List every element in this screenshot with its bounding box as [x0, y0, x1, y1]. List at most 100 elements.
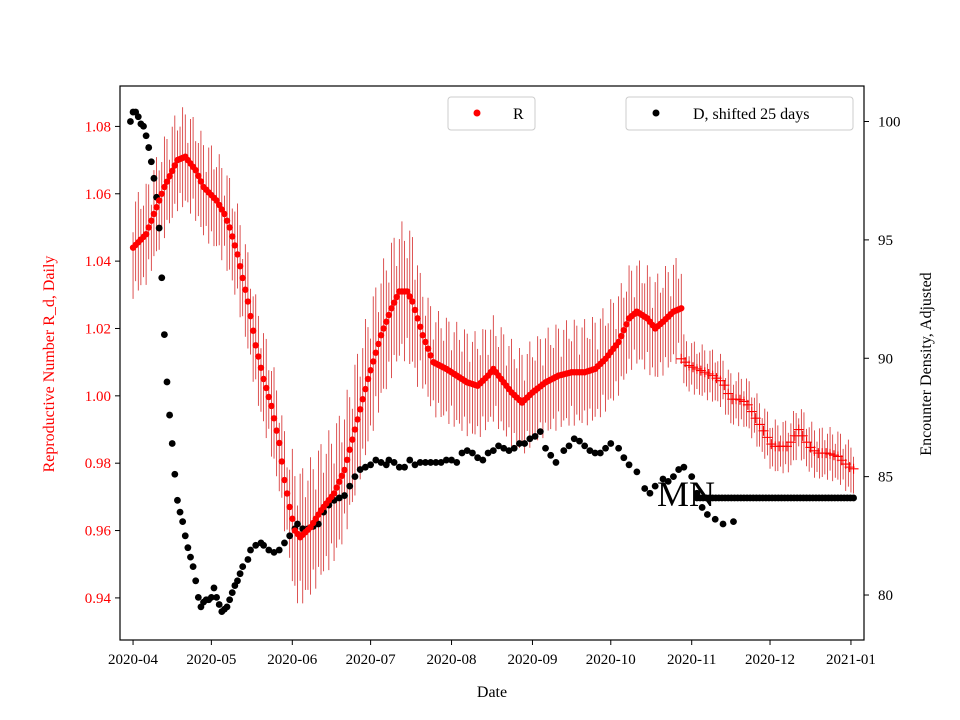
d-point	[294, 520, 301, 528]
d-point	[226, 596, 234, 604]
r-point	[150, 210, 158, 218]
d-point	[163, 378, 171, 386]
r-forecast-point	[797, 430, 808, 441]
r-forecast-point	[699, 367, 710, 378]
legend-d-marker	[652, 109, 660, 117]
d-point	[210, 584, 218, 592]
r-point	[142, 230, 150, 238]
r-point	[422, 338, 429, 346]
d-point	[147, 158, 155, 166]
r-point	[341, 466, 348, 474]
r-forecast-point	[715, 375, 726, 386]
r-point	[351, 426, 359, 433]
d-point	[526, 435, 534, 443]
r-forecast-point	[750, 413, 761, 424]
r-point	[229, 233, 236, 240]
d-point	[432, 459, 440, 466]
d-point	[406, 456, 414, 464]
r-point	[417, 323, 424, 330]
r-point	[265, 393, 272, 401]
d-point	[484, 449, 492, 457]
d-point	[641, 485, 649, 492]
r-point	[163, 178, 171, 185]
d-point	[850, 494, 857, 502]
y-right-axis-label: Encounter Density, Adjusted	[918, 272, 935, 455]
d-point	[416, 459, 424, 466]
d-point	[134, 113, 142, 121]
r-point	[262, 384, 270, 392]
r-point	[370, 358, 377, 365]
legend-r-marker	[473, 109, 481, 117]
d-point	[127, 118, 134, 125]
r-forecast-point	[793, 424, 804, 435]
x-axis-ticks: 2020-04 2020-05 2020-06 2020-07 2020-08 2020-…	[108, 640, 876, 668]
d-point	[372, 456, 380, 464]
r-point	[388, 305, 395, 312]
d-point	[315, 520, 322, 528]
r-point	[385, 311, 393, 319]
r-point	[419, 332, 427, 339]
r-point	[623, 321, 630, 328]
r-point	[390, 299, 398, 306]
d-point	[453, 459, 461, 466]
r-point	[234, 251, 241, 258]
r-point	[375, 340, 382, 348]
y-right-tick-label: 85	[878, 470, 893, 486]
legend-d-box	[625, 96, 854, 131]
r-point	[393, 293, 400, 301]
r-point	[343, 456, 351, 464]
x-tick-label: 2020-12	[745, 652, 795, 668]
d-point	[448, 456, 455, 464]
d-point	[547, 451, 555, 459]
d-point	[361, 463, 369, 471]
d-point	[341, 492, 348, 499]
r-point	[255, 353, 262, 360]
r-point	[223, 217, 231, 224]
r-forecast-point	[754, 419, 765, 430]
r-point	[270, 415, 278, 422]
r-point	[257, 364, 265, 371]
d-point	[510, 444, 518, 452]
r-forecast-point	[735, 394, 745, 405]
r-point	[221, 210, 228, 218]
r-point	[620, 326, 628, 334]
y-left-tick-label: 1.08	[85, 119, 111, 135]
d-point	[346, 482, 354, 490]
d-point	[495, 442, 502, 450]
r-point	[171, 162, 179, 169]
r-point	[427, 352, 434, 359]
d-point	[275, 546, 283, 554]
r-point	[414, 315, 421, 322]
r-forecast-point	[821, 448, 832, 459]
d-point	[187, 553, 194, 561]
d-point	[703, 511, 711, 518]
d-point	[194, 593, 202, 601]
d-point	[531, 432, 539, 440]
d-point	[239, 563, 247, 571]
r-point	[424, 345, 432, 352]
d-point	[615, 444, 623, 452]
r-point	[197, 178, 205, 185]
d-point	[586, 447, 594, 454]
r-point	[252, 342, 259, 349]
r-point	[330, 490, 338, 497]
d-point	[458, 449, 466, 457]
d-point	[184, 544, 192, 552]
x-tick-label: 2020-05	[186, 652, 236, 668]
r-point	[349, 436, 356, 443]
r-forecast-point	[785, 437, 796, 448]
r-point	[161, 183, 168, 191]
d-point	[150, 174, 158, 182]
x-tick-label: 2021-01	[826, 652, 876, 668]
d-point	[670, 473, 677, 481]
d-point	[516, 440, 523, 447]
x-tick-label: 2020-11	[667, 652, 716, 668]
d-point	[607, 440, 615, 447]
x-axis-label: Date	[477, 684, 507, 701]
r-point	[406, 293, 413, 300]
r-point	[338, 472, 346, 480]
y-left-axis-label: Reproductive Number R_d, Daily	[41, 256, 58, 473]
d-point	[181, 532, 189, 540]
d-point	[252, 541, 260, 549]
